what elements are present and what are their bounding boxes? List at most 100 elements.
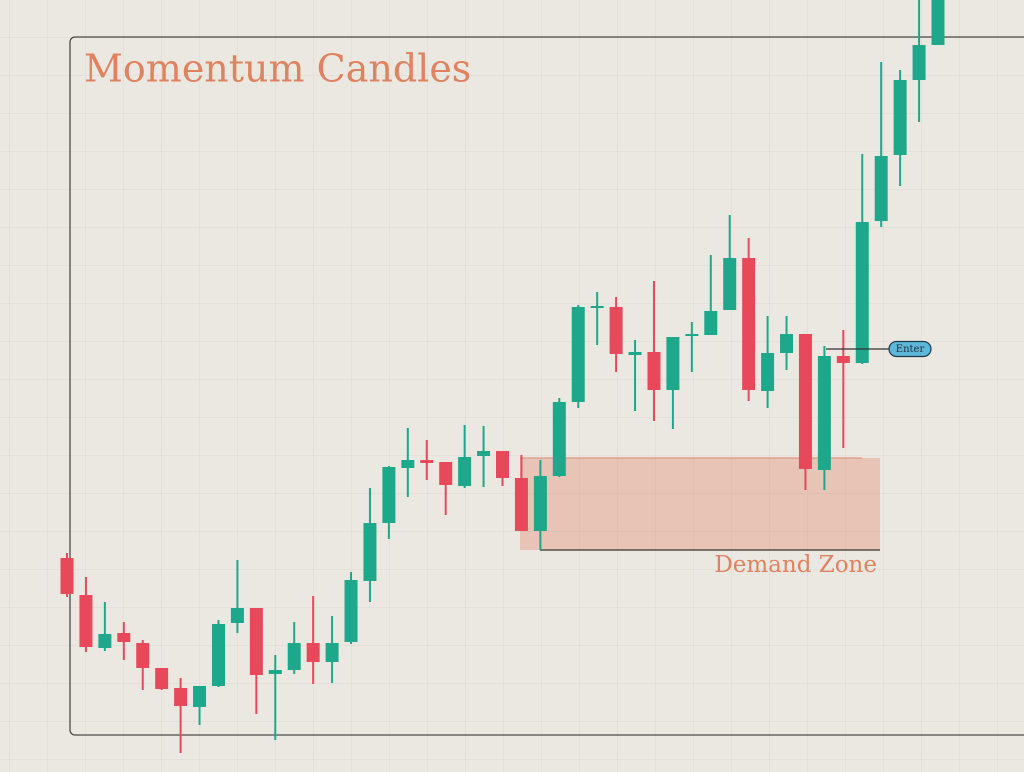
candle xyxy=(230,560,244,633)
candle xyxy=(363,488,377,602)
candle xyxy=(344,572,358,644)
candle-body xyxy=(836,356,850,363)
candle-body xyxy=(571,307,585,402)
candle-body xyxy=(609,307,623,354)
candle xyxy=(836,330,850,448)
candle-body xyxy=(761,353,775,391)
candle xyxy=(401,428,415,497)
candle xyxy=(211,620,225,687)
chart-title: Momentum Candles xyxy=(84,47,471,91)
candle xyxy=(685,322,699,372)
candle xyxy=(912,0,926,122)
candle-body xyxy=(401,460,415,468)
candle xyxy=(761,316,775,408)
candle-body xyxy=(477,451,491,456)
candle-body xyxy=(306,643,320,662)
candle xyxy=(666,337,680,429)
candle-body xyxy=(723,258,737,310)
candle-body xyxy=(98,634,112,648)
candle xyxy=(136,640,150,690)
candle-body xyxy=(552,402,566,476)
candle-body xyxy=(893,80,907,155)
candle xyxy=(458,425,472,488)
candle-body xyxy=(514,478,528,531)
candle xyxy=(382,466,396,539)
candle-body xyxy=(117,633,131,642)
candle xyxy=(609,297,623,372)
candle xyxy=(98,602,112,651)
candle-body xyxy=(874,156,888,221)
candle xyxy=(420,440,434,480)
candle xyxy=(268,655,282,740)
candle-body xyxy=(268,670,282,674)
candle-body xyxy=(230,608,244,623)
candle-body xyxy=(363,523,377,581)
candle-body xyxy=(79,595,93,647)
candle-body xyxy=(912,45,926,80)
candle-body xyxy=(439,462,453,485)
candle-body xyxy=(685,334,699,336)
candle xyxy=(742,238,756,401)
candle-body xyxy=(798,334,812,469)
candle-body xyxy=(60,558,74,594)
candle xyxy=(798,334,812,490)
demand-zone xyxy=(520,458,880,550)
candle xyxy=(249,608,263,714)
candle-body xyxy=(193,686,207,707)
candle xyxy=(874,62,888,227)
candle-body xyxy=(211,624,225,686)
candle xyxy=(60,553,74,597)
candle-body xyxy=(628,352,642,355)
candle-body xyxy=(590,306,604,308)
candle-body xyxy=(855,222,869,363)
candle-body xyxy=(496,451,509,478)
candle-body xyxy=(533,476,547,531)
candle xyxy=(590,292,604,345)
candle xyxy=(571,305,585,408)
candle xyxy=(306,596,320,684)
candle-body xyxy=(780,334,794,353)
candle-body xyxy=(704,311,718,335)
candle xyxy=(287,622,301,674)
candle-body xyxy=(382,467,396,523)
candle xyxy=(931,0,945,45)
candle xyxy=(496,451,509,486)
candle xyxy=(79,577,93,652)
candle-body xyxy=(420,460,434,463)
candles xyxy=(60,0,945,753)
candle xyxy=(439,462,453,515)
candle xyxy=(855,154,869,364)
candle-body xyxy=(931,0,945,45)
demand-zone-group xyxy=(520,457,880,551)
candle-body xyxy=(325,643,339,662)
candle-body xyxy=(174,688,188,706)
candle xyxy=(533,460,547,550)
candle xyxy=(704,255,718,335)
candle-body xyxy=(344,580,358,642)
candle xyxy=(514,455,528,531)
candle xyxy=(647,281,661,421)
demand-zone-label: Demand Zone xyxy=(714,552,877,578)
candle xyxy=(723,215,737,310)
candle xyxy=(552,398,566,477)
candle-body xyxy=(742,258,756,390)
candle xyxy=(477,426,491,487)
candle-body xyxy=(136,643,150,668)
candle-body xyxy=(249,608,263,675)
candle-body xyxy=(155,668,169,689)
entry-label: Enter xyxy=(896,344,925,355)
candle-body xyxy=(817,356,831,470)
annotations: Demand Zone Enter xyxy=(714,340,932,578)
candle-body xyxy=(458,457,472,486)
candle-body xyxy=(647,352,661,390)
candle xyxy=(174,678,188,753)
candle-body xyxy=(666,337,680,390)
entry-badge xyxy=(888,340,932,358)
chart-frame xyxy=(69,36,1024,736)
candle xyxy=(817,346,831,490)
candle xyxy=(893,70,907,186)
candle xyxy=(780,316,794,370)
